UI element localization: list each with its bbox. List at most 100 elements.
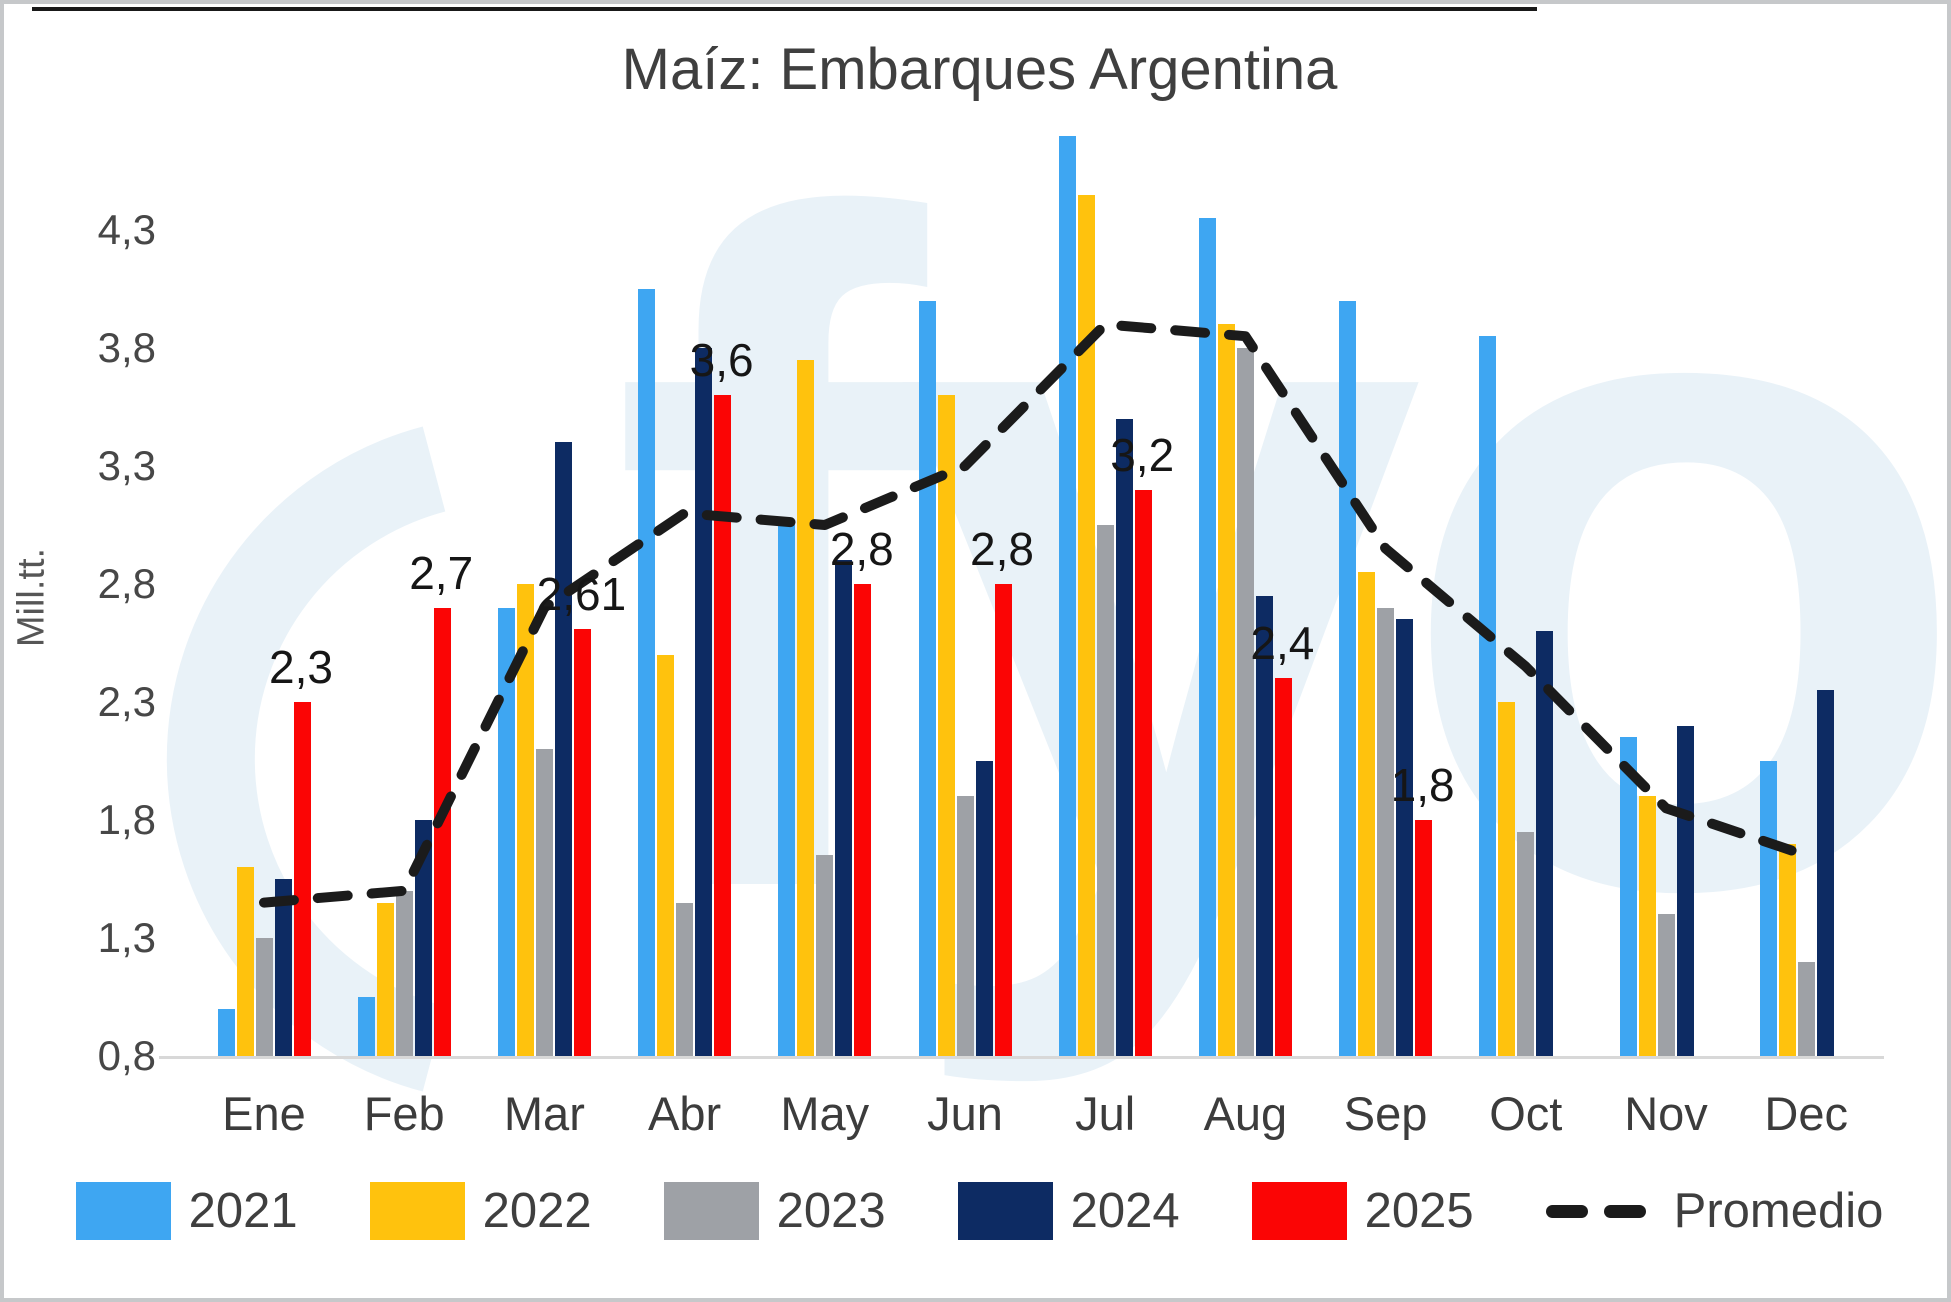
legend-label-2025: 2025: [1364, 1184, 1474, 1238]
bar-2021-ene: [217, 1008, 235, 1056]
x-axis-line: [159, 1056, 1884, 1059]
promedio-dash-1: [1545, 1204, 1588, 1218]
data-label-mar: 2,61: [536, 567, 627, 620]
bar-2024-mar: [554, 442, 572, 1056]
bar-2025-may: [854, 584, 872, 1056]
bar-2022-oct: [1498, 702, 1516, 1056]
x-tick-label: Nov: [1624, 1087, 1708, 1140]
bar-2023-may: [816, 855, 834, 1056]
legend-item-2024: 2024: [957, 1182, 1180, 1240]
x-tick-label: Oct: [1489, 1087, 1563, 1140]
data-label-ene: 2,3: [269, 641, 333, 693]
bar-2024-oct: [1536, 631, 1554, 1056]
bar-2023-mar: [535, 749, 553, 1056]
bar-2021-feb: [357, 997, 375, 1056]
bar-2023-feb: [395, 890, 413, 1056]
bar-2025-aug: [1274, 678, 1292, 1056]
bar-2023-nov: [1657, 914, 1675, 1056]
legend-swatch-2023: [663, 1182, 759, 1240]
data-label-abr: 3,6: [689, 334, 754, 387]
bar-2022-may: [797, 359, 815, 1056]
bar-2022-ene: [236, 867, 254, 1056]
bar-2021-mar: [497, 607, 515, 1056]
legend-item-promedio: Promedio: [1545, 1183, 1884, 1239]
x-tick-label: Ene: [222, 1087, 306, 1140]
bar-2025-mar: [573, 628, 591, 1056]
legend-swatch-2022: [369, 1182, 465, 1240]
bar-2021-dec: [1759, 761, 1777, 1056]
bar-2022-jun: [937, 395, 955, 1056]
legend-label-2023: 2023: [776, 1184, 886, 1238]
bar-2024-jul: [1115, 418, 1133, 1056]
bar-2022-nov: [1638, 796, 1656, 1056]
legend-item-2021: 2021: [75, 1182, 298, 1240]
bar-2022-abr: [657, 654, 675, 1056]
bar-2024-sep: [1396, 619, 1414, 1056]
data-label-feb: 2,7: [409, 546, 474, 599]
x-tick-label: May: [780, 1087, 870, 1140]
x-tick-label: Feb: [363, 1087, 445, 1140]
bar-2021-oct: [1479, 336, 1497, 1056]
y-tick-label: 3,3: [97, 442, 156, 489]
y-tick-label: 3,8: [97, 324, 156, 371]
chart-title: Maíz: Embarques Argentina: [621, 37, 1338, 102]
bar-2023-sep: [1377, 607, 1395, 1056]
data-label-aug: 2,4: [1250, 617, 1315, 670]
bar-2021-nov: [1619, 737, 1637, 1056]
data-label-jun: 2,8: [970, 523, 1034, 575]
bar-2025-sep: [1415, 820, 1433, 1056]
legend-item-2025: 2025: [1251, 1182, 1474, 1240]
bar-2021-jul: [1058, 135, 1076, 1056]
bar-2021-jun: [918, 300, 936, 1056]
data-label-sep: 1,8: [1390, 759, 1455, 811]
y-tick-label: 1,8: [97, 796, 156, 843]
promedio-line: [259, 319, 1812, 908]
bar-2023-dec: [1797, 961, 1815, 1056]
bar-2025-jun: [994, 584, 1012, 1056]
bar-2025-feb: [433, 607, 451, 1056]
bar-2022-feb: [376, 902, 394, 1056]
bar-2022-jul: [1077, 194, 1095, 1056]
bar-2021-abr: [638, 289, 656, 1056]
data-label-may: 2,8: [829, 523, 894, 575]
bar-2025-ene: [293, 702, 311, 1056]
legend-label-2021: 2021: [188, 1184, 298, 1238]
y-tick-label: 1,3: [97, 914, 156, 961]
top-rule: [32, 7, 1537, 11]
legend-label-2022: 2022: [482, 1184, 592, 1238]
bar-2023-jun: [956, 796, 974, 1056]
bar-2023-aug: [1236, 348, 1254, 1056]
y-tick-label: 4,3: [97, 206, 156, 253]
bar-2024-nov: [1676, 725, 1694, 1056]
bar-2024-abr: [695, 348, 713, 1056]
x-tick-label: Aug: [1203, 1087, 1288, 1140]
x-tick-label: Abr: [648, 1087, 722, 1140]
legend-item-2022: 2022: [369, 1182, 592, 1240]
bar-2024-feb: [414, 820, 432, 1056]
bar-2023-abr: [676, 902, 694, 1056]
bar-2023-oct: [1517, 831, 1535, 1056]
legend-swatch-promedio-dash-icon: [1545, 1204, 1656, 1218]
y-tick-label: 0,8: [97, 1032, 156, 1079]
y-tick-label: 2,3: [97, 678, 156, 725]
bar-2021-may: [778, 525, 796, 1056]
bar-2024-ene: [274, 879, 292, 1056]
x-tick-label: Sep: [1343, 1087, 1428, 1140]
x-tick-label: Jun: [927, 1087, 1003, 1140]
bar-2025-jul: [1134, 489, 1152, 1056]
bar-2022-dec: [1778, 843, 1796, 1056]
bar-2024-jun: [975, 761, 993, 1056]
x-tick-label: Mar: [503, 1087, 585, 1140]
y-tick-label: 2,8: [97, 560, 156, 607]
legend-label-2024: 2024: [1070, 1184, 1180, 1238]
x-tick-label: Dec: [1764, 1087, 1848, 1140]
legend-swatch-2025: [1251, 1182, 1347, 1240]
bar-2025-abr: [714, 395, 732, 1056]
bar-2023-jul: [1096, 525, 1114, 1056]
bar-2022-mar: [516, 584, 534, 1056]
chart-legend: 2021 2022 2023 2024 2025 Promedio: [4, 1182, 1947, 1240]
legend-swatch-2021: [75, 1182, 171, 1240]
bar-2024-dec: [1816, 690, 1834, 1056]
legend-label-promedio: Promedio: [1673, 1184, 1884, 1238]
